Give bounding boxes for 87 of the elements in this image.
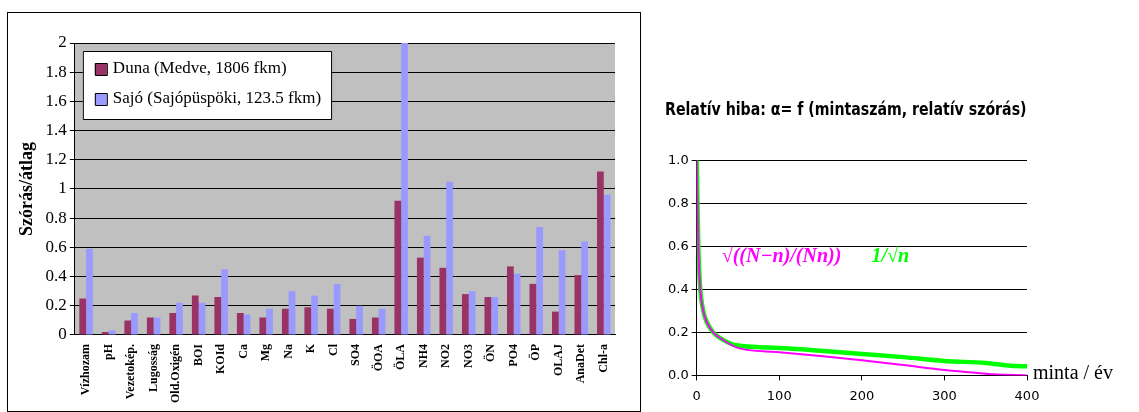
bar xyxy=(581,241,588,335)
x-tick-label: SO4 xyxy=(348,343,363,367)
x-tick-label: 100 xyxy=(766,387,792,403)
y-tick-label: 0.4 xyxy=(667,280,689,296)
x-tick-label: Vezetokép. xyxy=(123,343,138,400)
x-tick-label: ÖN xyxy=(483,343,498,362)
y-tick-label: 2 xyxy=(58,32,67,52)
y-tick-label: 0.6 xyxy=(667,237,689,253)
bar xyxy=(86,248,93,335)
bar xyxy=(439,267,447,335)
y-tick-label: 1.2 xyxy=(45,149,67,169)
y-axis-title: Szórás/átlag xyxy=(16,142,37,236)
bar xyxy=(574,275,582,335)
x-axis-title: minta / év xyxy=(1033,360,1113,383)
y-tick-label: 0.8 xyxy=(45,207,67,227)
y-tick-label: 1 xyxy=(58,178,67,198)
legend-label: Duna (Medve, 1806 fkm) xyxy=(112,57,287,77)
x-tick-label: Vízhozam xyxy=(78,343,93,396)
x-tick-label: KOId xyxy=(213,343,228,375)
x-tick-label: 400 xyxy=(1014,387,1040,403)
x-tick-label: Old.Oxigén xyxy=(168,343,183,404)
x-tick-label: AnaDet xyxy=(573,343,588,384)
legend-label: Sajó (Sajópüspöki, 123.5 fkm) xyxy=(112,87,322,107)
x-tick-label: pH xyxy=(100,343,115,361)
bar xyxy=(304,307,312,335)
text: 1/√n xyxy=(871,244,910,267)
x-tick-label: Cl xyxy=(325,343,340,356)
bar xyxy=(551,311,559,335)
y-tick-label: 0.2 xyxy=(45,295,67,315)
x-tick-label: NH4 xyxy=(415,343,430,368)
x-tick-label: Mg xyxy=(258,343,273,362)
x-tick-label: Lugosság xyxy=(145,343,160,393)
bar xyxy=(536,226,543,335)
x-tick-label: 200 xyxy=(849,387,875,403)
bar xyxy=(124,320,132,335)
x-tick-label: NO2 xyxy=(438,343,453,368)
x-tick-label: Na xyxy=(280,343,295,359)
x-tick-label: 0 xyxy=(692,387,701,403)
y-tick-label: 1.0 xyxy=(667,151,689,167)
x-tick-label: ÖP xyxy=(528,343,543,361)
bar xyxy=(326,308,334,335)
x-tick-label: PO4 xyxy=(505,343,520,367)
bar xyxy=(446,181,453,335)
bar xyxy=(349,318,357,335)
bar xyxy=(506,266,514,335)
bar xyxy=(416,257,424,335)
bar xyxy=(146,317,154,335)
y-tick-label: 1.6 xyxy=(45,90,67,110)
bar xyxy=(281,308,289,335)
bar xyxy=(484,297,492,335)
bar xyxy=(259,317,267,335)
bar xyxy=(266,308,273,335)
x-tick-label: Chl-a xyxy=(595,343,610,373)
bar xyxy=(529,283,537,335)
bar xyxy=(214,297,222,335)
x-tick-label: BOI xyxy=(190,343,205,367)
y-tick-label: 1.8 xyxy=(45,61,67,81)
x-tick-label: ÖLA xyxy=(393,343,408,371)
x-tick-label: Ca xyxy=(235,343,250,359)
bar xyxy=(311,295,318,335)
y-tick-label: 0.8 xyxy=(667,194,689,210)
series-label: √((N−n)/(Nn)) xyxy=(721,244,842,268)
y-tick-label: 0.4 xyxy=(45,266,68,286)
chart-title: Relatív hiba: α= f (mintaszám, relatív szórás) xyxy=(665,98,1027,119)
y-tick-label: 0.0 xyxy=(667,366,689,382)
bar xyxy=(131,313,138,335)
bar xyxy=(79,298,87,335)
bar xyxy=(461,294,469,335)
y-tick-label: 0.6 xyxy=(45,236,67,256)
bar xyxy=(401,43,408,335)
x-tick-label: OLAJ xyxy=(550,343,565,377)
bar xyxy=(356,305,363,335)
x-tick-label: 300 xyxy=(932,387,957,403)
bar xyxy=(176,302,183,335)
x-tick-label: K xyxy=(303,343,318,354)
bar xyxy=(394,200,402,335)
y-tick-label: 1.4 xyxy=(45,120,68,140)
bar xyxy=(491,297,498,335)
bar xyxy=(191,295,199,335)
bar xyxy=(371,317,379,335)
bar xyxy=(169,313,177,335)
x-tick-label: ÖOA xyxy=(370,343,385,372)
x-tick-label: NO3 xyxy=(460,343,475,368)
y-tick-label: 0.2 xyxy=(667,323,689,339)
bar xyxy=(236,313,244,335)
bar xyxy=(597,171,604,335)
bar xyxy=(221,269,228,335)
